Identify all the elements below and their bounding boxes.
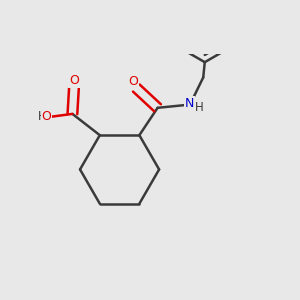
Text: O: O (69, 74, 79, 87)
Text: H: H (195, 101, 204, 114)
Text: O: O (41, 110, 51, 123)
Text: O: O (128, 76, 138, 88)
Text: H: H (38, 110, 46, 123)
Text: N: N (185, 97, 194, 110)
